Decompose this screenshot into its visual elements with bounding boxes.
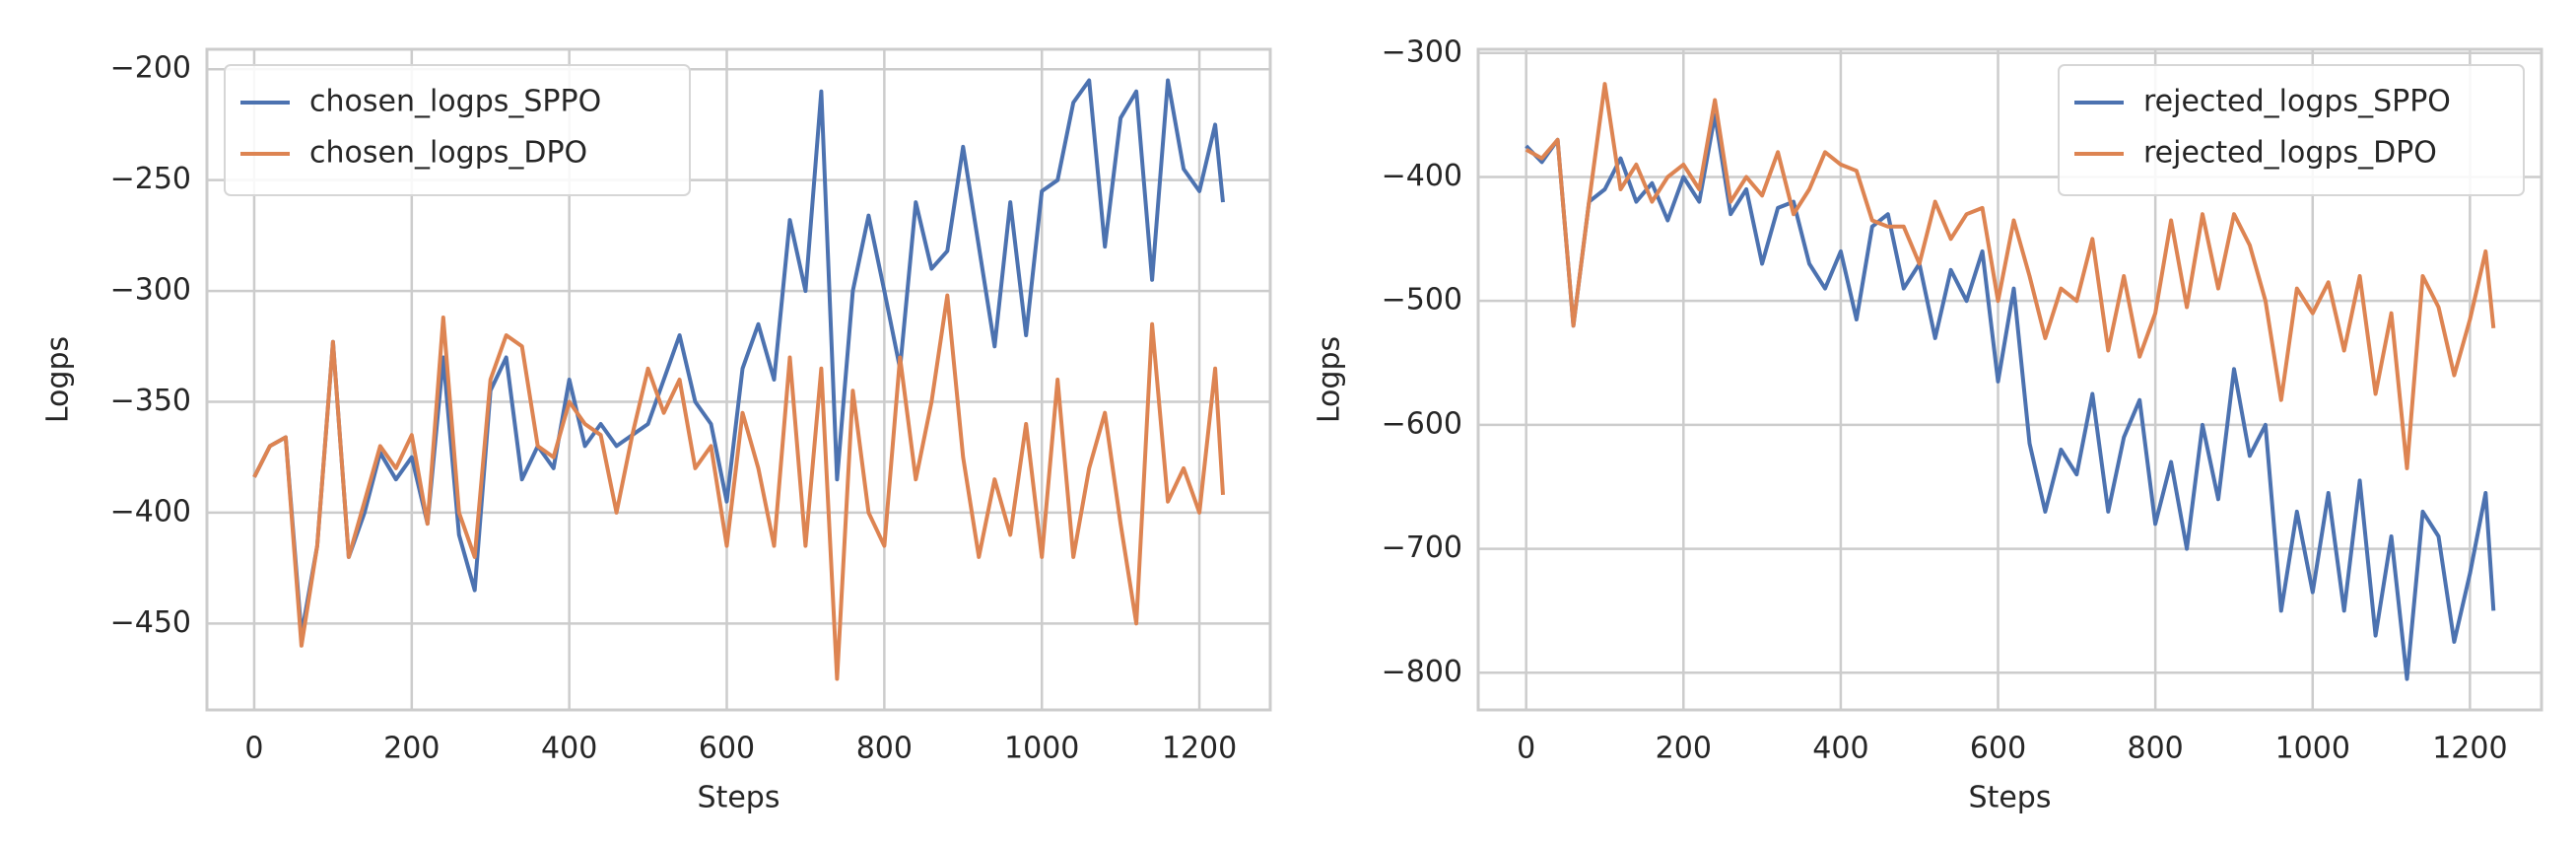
series-line (1525, 82, 2496, 470)
y-tick-label: −400 (1382, 159, 1462, 193)
x-tick-label: 0 (1517, 732, 1535, 766)
y-tick-label: −500 (1382, 283, 1462, 317)
axes-frame (205, 47, 1272, 712)
y-tick-label: −300 (110, 273, 191, 308)
legend-label: chosen_logps_DPO (309, 136, 587, 171)
legend-box (2058, 64, 2525, 196)
x-tick-label: 1000 (1004, 732, 1079, 766)
x-tick-label: 600 (699, 732, 755, 766)
legend: chosen_logps_SPPO chosen_logps_DPO (224, 64, 691, 196)
legend-label: chosen_logps_SPPO (309, 85, 601, 119)
x-tick-label: 1200 (1162, 732, 1237, 766)
x-tick-label: 0 (244, 732, 263, 766)
legend-label: rejected_logps_SPPO (2143, 85, 2451, 119)
x-tick-label: 1000 (2275, 732, 2350, 766)
legend-label: rejected_logps_DPO (2143, 136, 2437, 171)
subplot: 0 200 400 600 800 1000 1200 −800 −700 −600 −500 −40… (1313, 35, 2543, 815)
x-tick-label: 200 (383, 732, 440, 766)
y-tick-label: −450 (110, 605, 191, 640)
legend-box (224, 64, 691, 196)
y-tick-label: −600 (1382, 406, 1462, 441)
x-tick-label: 400 (541, 732, 597, 766)
y-tick-label: −800 (1382, 655, 1462, 689)
x-tick-label: 600 (1970, 732, 2026, 766)
y-tick-label: −200 (110, 51, 191, 86)
series-line (252, 293, 1225, 681)
axes-frame (1476, 47, 2543, 712)
x-tick-label: 800 (2128, 732, 2184, 766)
y-axis-label: Logps (1313, 336, 1347, 423)
x-tick-label: 1200 (2432, 732, 2507, 766)
y-tick-label: −700 (1382, 530, 1462, 565)
y-tick-label: −300 (1382, 35, 1462, 69)
series-line (252, 78, 1225, 637)
y-tick-label: −400 (110, 494, 191, 529)
y-tick-label: −250 (110, 162, 191, 196)
subplot: 0 200 400 600 800 1000 1200 −450 −400 −350 −300 −25… (41, 47, 1272, 815)
x-axis-label: Steps (1969, 781, 2052, 815)
legend: rejected_logps_SPPO rejected_logps_DPO (2058, 64, 2525, 196)
x-tick-label: 800 (856, 732, 913, 766)
series-line (1525, 112, 2496, 681)
y-axis-label: Logps (41, 336, 76, 423)
x-tick-label: 400 (1812, 732, 1868, 766)
x-tick-label: 200 (1656, 732, 1712, 766)
y-tick-label: −350 (110, 384, 191, 418)
x-axis-label: Steps (698, 781, 780, 815)
